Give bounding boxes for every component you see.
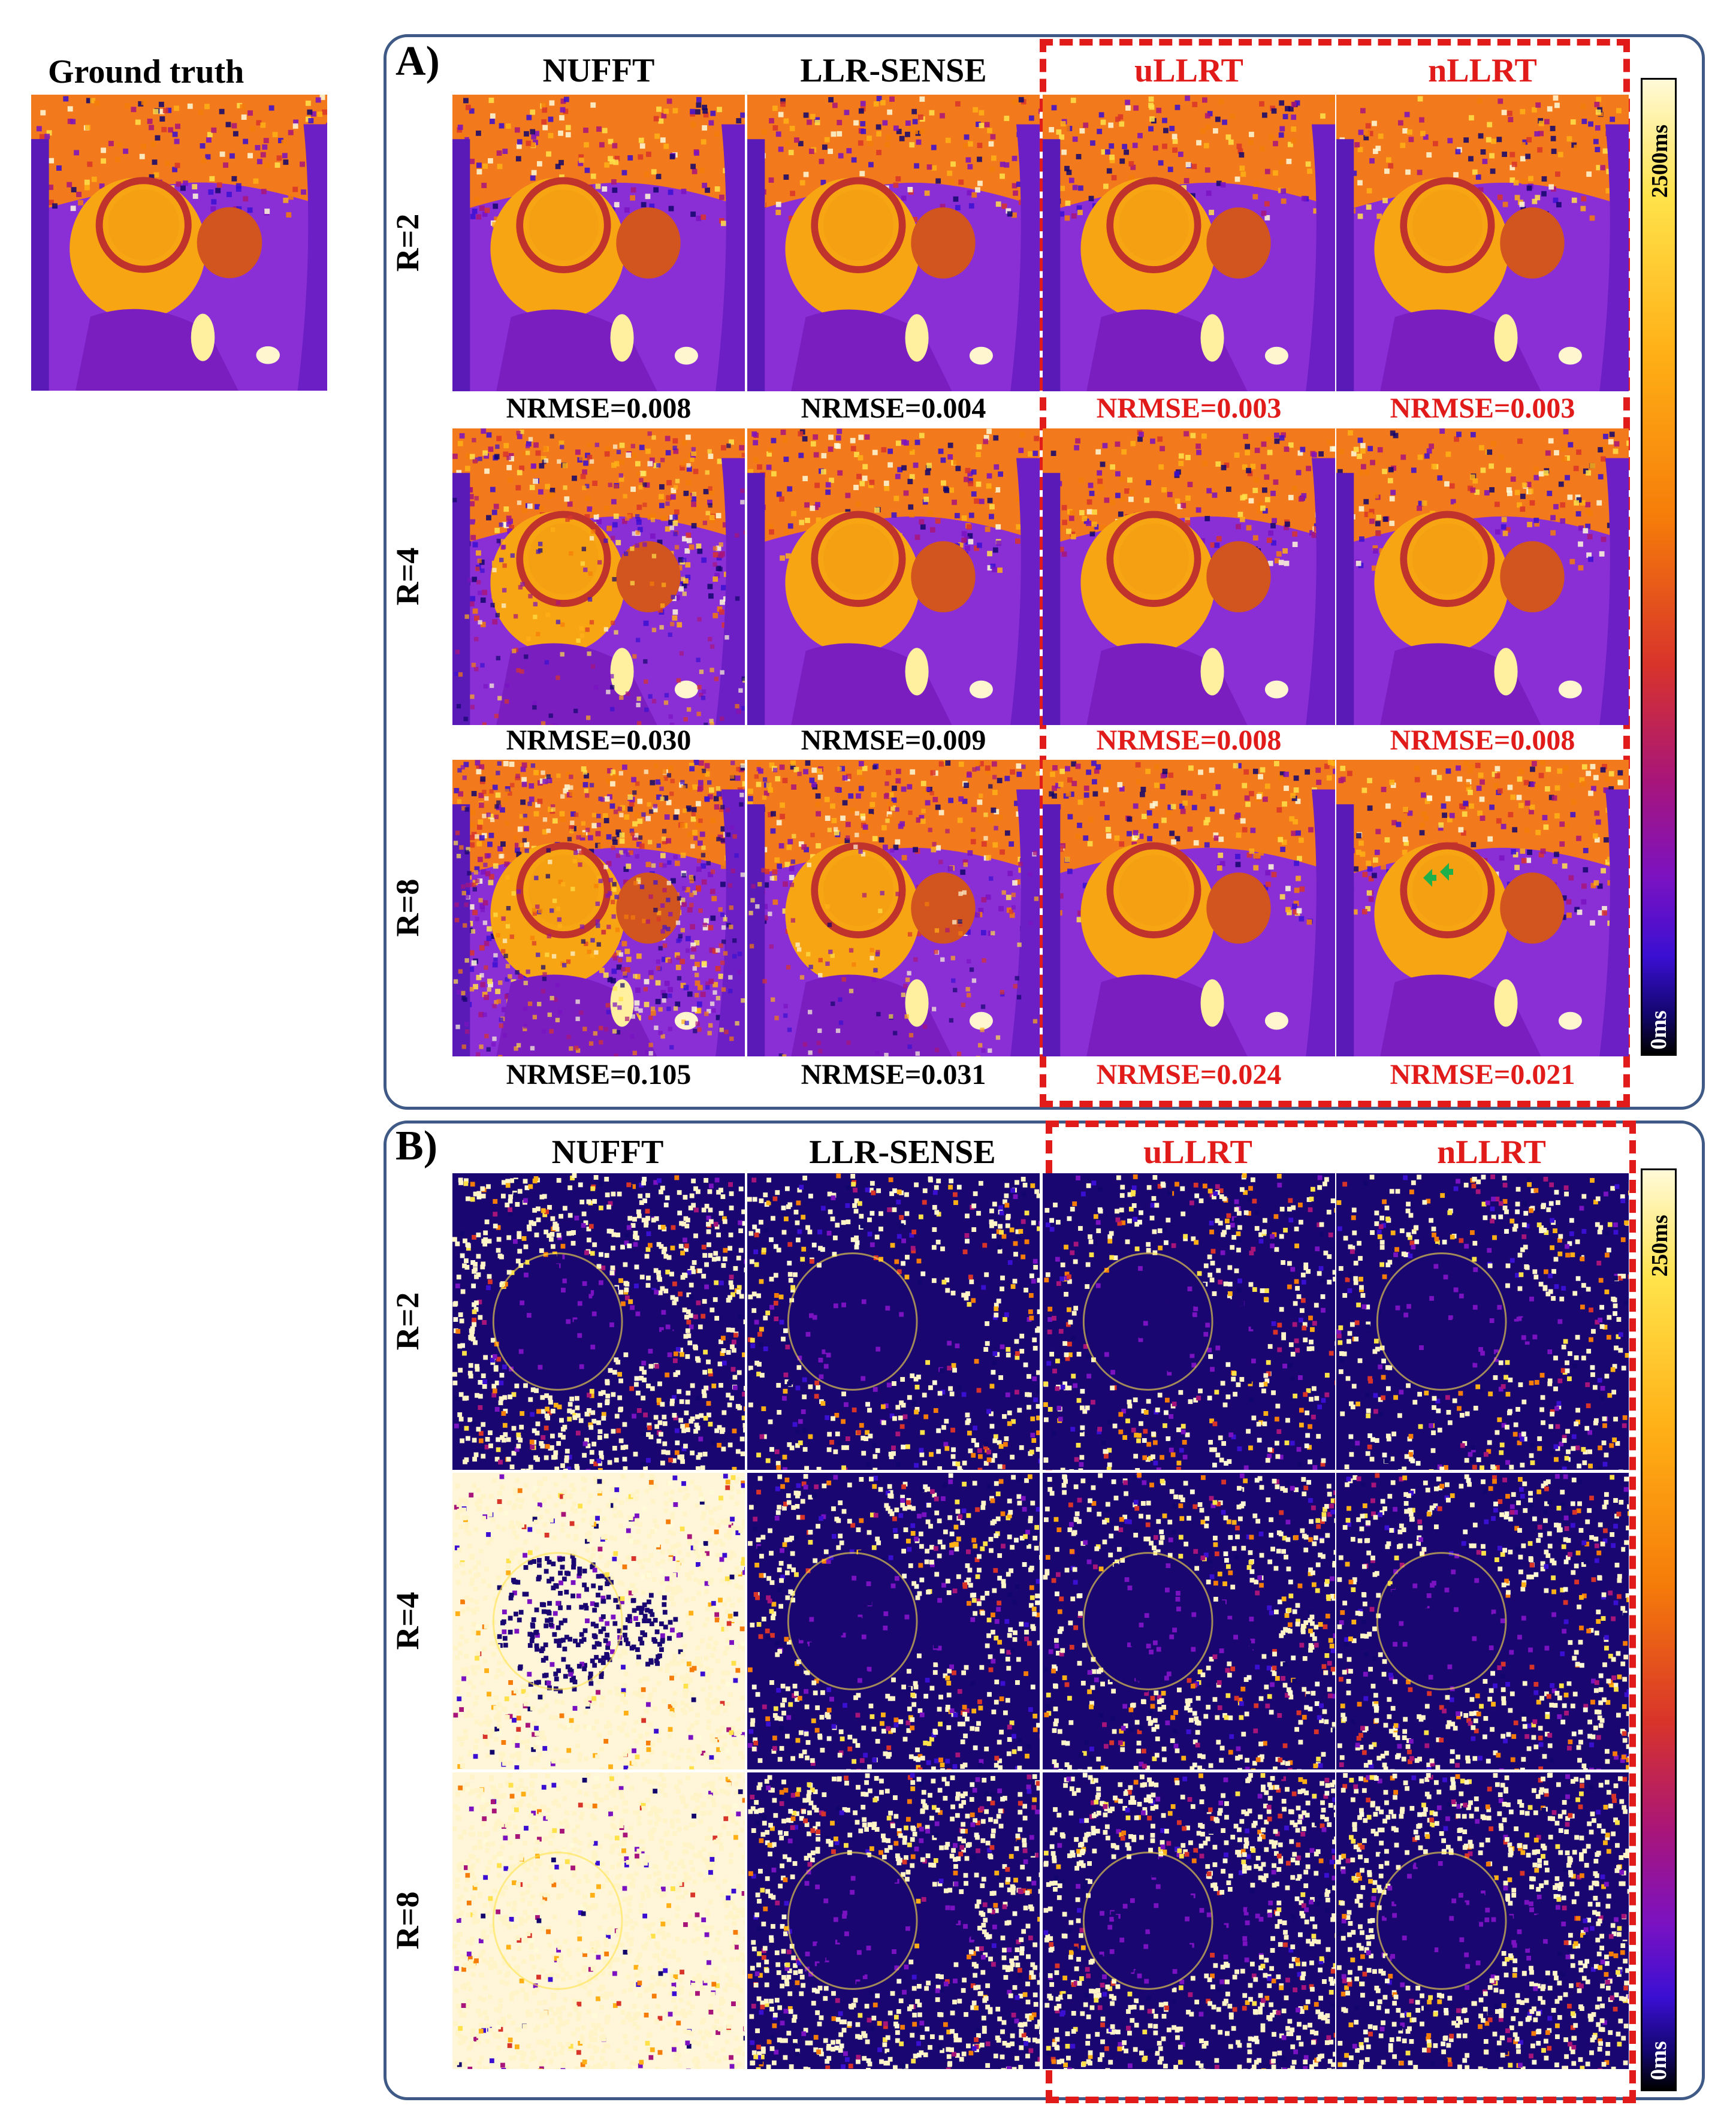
panel-a-row-label-r3: R=8 [390,878,425,937]
panel-a-row-label-r2: R=4 [390,547,425,605]
panel-a-nrmse-label: NRMSE=0.008 [1390,724,1575,756]
panel-a-col-header-llr-sense: LLR-SENSE [800,52,987,89]
panel-a-map-image [747,95,1040,391]
panel-a-nrmse-label: NRMSE=0.024 [1096,1059,1282,1091]
panel-a-map-image [1043,95,1335,391]
panel-a-nrmse-label: NRMSE=0.031 [801,1059,986,1091]
panel-b-col-header-nllrt: nLLRT [1437,1134,1546,1171]
panel-b-col-header-llr-sense: LLR-SENSE [809,1134,996,1171]
panel-a-nrmse-label: NRMSE=0.003 [1390,392,1575,424]
ground-truth-label: Ground truth [48,53,244,90]
panel-b-row-label-r3: R=8 [390,1891,425,1949]
panel-a-row-label-r1: R=2 [390,213,425,271]
panel-b-error-image [747,1173,1040,1470]
panel-a-map-image [747,428,1040,725]
panel-a-col-header-ullrt: uLLRT [1134,52,1243,89]
panel-b-error-image [1336,1173,1629,1470]
panel-a-map-image [1043,760,1335,1056]
panel-a-nrmse-label: NRMSE=0.003 [1096,392,1282,424]
panel-b-row-label-r2: R=4 [390,1591,425,1650]
panel-a-map-image [452,95,745,391]
panel-a-map-image [1336,428,1629,725]
panel-a-nrmse-label: NRMSE=0.105 [506,1059,692,1091]
panel-a-col-header-nllrt: nLLRT [1428,52,1537,89]
panel-a-map-image [452,428,745,725]
panel-b-error-image [452,1173,745,1470]
panel-a-nrmse-label: NRMSE=0.021 [1390,1059,1575,1091]
colorbar-a [1641,78,1677,1056]
panel-a-map-image [452,760,745,1056]
panel-b-error-image [1336,1473,1629,1769]
panel-a-map-image [1336,760,1629,1056]
colorbar-b [1641,1168,1677,2091]
panel-b-error-image [747,1772,1040,2069]
panel-a-nrmse-label: NRMSE=0.008 [506,392,692,424]
panel-a-map-image [1043,428,1335,725]
panel-a [384,34,1705,1110]
colorbar-b-max-label: 250ms [1647,1215,1672,1277]
panel-b-error-image [1043,1772,1335,2069]
panel-a-nrmse-label: NRMSE=0.009 [801,724,986,756]
panel-b-error-image [1043,1173,1335,1470]
panel-a-nrmse-label: NRMSE=0.008 [1096,724,1282,756]
panel-b-letter: B) [395,1123,437,1169]
colorbar-b-min-label: 0ms [1646,2041,1671,2080]
panel-a-nrmse-label: NRMSE=0.030 [506,724,692,756]
panel-b-col-header-ullrt: uLLRT [1143,1134,1252,1171]
panel-b-error-image [1043,1473,1335,1769]
arrow-annotation-icon [1417,857,1459,887]
panel-a-col-header-nufft: NUFFT [542,52,655,89]
panel-b-error-image [452,1772,745,2069]
panel-b-error-image [452,1473,745,1769]
panel-b [384,1121,1705,2100]
panel-b-col-header-nufft: NUFFT [551,1134,664,1171]
colorbar-a-max-label: 2500ms [1647,124,1672,198]
panel-a-nrmse-label: NRMSE=0.004 [801,392,986,424]
panel-a-map-image [747,760,1040,1056]
panel-a-map-image [1336,95,1629,391]
panel-a-letter: A) [395,38,440,84]
colorbar-a-min-label: 0ms [1646,1010,1671,1050]
ground-truth-image [31,95,327,391]
panel-b-error-image [1336,1772,1629,2069]
panel-b-row-label-r1: R=2 [390,1292,425,1350]
panel-b-error-image [747,1473,1040,1769]
